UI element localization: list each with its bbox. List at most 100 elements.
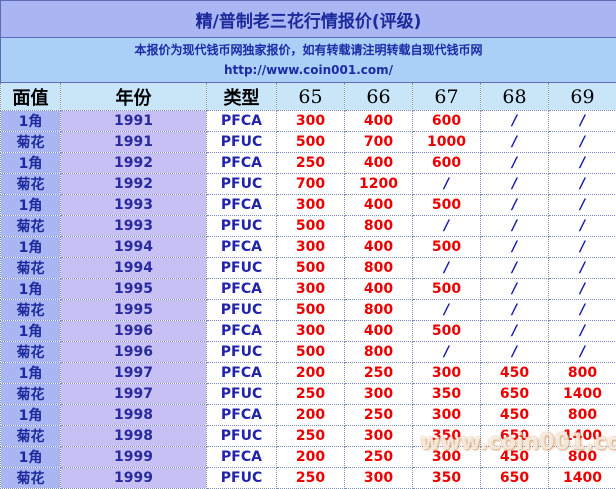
price-cell: 1000 <box>413 132 481 153</box>
price-cell: 400 <box>345 321 413 342</box>
type-cell: PFCA <box>207 153 277 174</box>
price-cell: 800 <box>345 216 413 237</box>
header-grade-65: 65 <box>277 83 345 111</box>
price-cell: / <box>549 342 616 363</box>
price-cell: 700 <box>277 174 345 195</box>
denomination-cell: 1角 <box>1 111 61 132</box>
denomination-cell: 1角 <box>1 363 61 384</box>
type-cell: PFCA <box>207 447 277 468</box>
price-cell: 250 <box>277 468 345 489</box>
price-cell: 800 <box>549 405 616 426</box>
year-cell: 1993 <box>61 195 207 216</box>
denomination-cell: 菊花 <box>1 216 61 237</box>
type-cell: PFUC <box>207 342 277 363</box>
type-cell: PFUC <box>207 384 277 405</box>
price-cell: 300 <box>277 321 345 342</box>
price-cell: / <box>481 279 549 300</box>
price-cell: 800 <box>345 258 413 279</box>
type-cell: PFUC <box>207 300 277 321</box>
price-cell: 1400 <box>549 426 616 447</box>
price-cell: 650 <box>481 468 549 489</box>
year-cell: 1992 <box>61 153 207 174</box>
price-cell: 650 <box>481 384 549 405</box>
price-cell: 250 <box>277 384 345 405</box>
type-cell: PFCA <box>207 195 277 216</box>
year-cell: 1994 <box>61 237 207 258</box>
type-cell: PFUC <box>207 174 277 195</box>
price-cell: 800 <box>549 447 616 468</box>
price-cell: / <box>481 132 549 153</box>
type-cell: PFUC <box>207 132 277 153</box>
price-cell: / <box>549 279 616 300</box>
price-cell: 200 <box>277 405 345 426</box>
price-cell: 300 <box>345 426 413 447</box>
price-cell: / <box>549 111 616 132</box>
price-cell: 300 <box>345 468 413 489</box>
header-grade-68: 68 <box>481 83 549 111</box>
price-cell: 600 <box>413 111 481 132</box>
price-cell: / <box>413 258 481 279</box>
header-denomination: 面值 <box>1 83 61 111</box>
type-cell: PFCA <box>207 363 277 384</box>
denomination-cell: 菊花 <box>1 384 61 405</box>
denomination-cell: 菊花 <box>1 468 61 489</box>
type-cell: PFCA <box>207 321 277 342</box>
price-cell: / <box>549 174 616 195</box>
price-cell: 350 <box>413 468 481 489</box>
price-cell: 250 <box>345 405 413 426</box>
price-cell: / <box>481 195 549 216</box>
price-cell: 800 <box>549 363 616 384</box>
type-cell: PFCA <box>207 405 277 426</box>
type-cell: PFUC <box>207 468 277 489</box>
denomination-cell: 菊花 <box>1 300 61 321</box>
table-title: 精/普制老三花行情报价(评级) <box>1 1 616 38</box>
year-cell: 1993 <box>61 216 207 237</box>
type-cell: PFCA <box>207 111 277 132</box>
type-cell: PFCA <box>207 237 277 258</box>
price-cell: / <box>549 300 616 321</box>
year-cell: 1995 <box>61 279 207 300</box>
price-cell: 500 <box>413 321 481 342</box>
denomination-cell: 1角 <box>1 405 61 426</box>
site-url-link[interactable]: http://www.coin001.com/ <box>1 60 616 80</box>
price-cell: 200 <box>277 363 345 384</box>
price-cell: / <box>481 237 549 258</box>
year-cell: 1994 <box>61 258 207 279</box>
header-year: 年份 <box>61 83 207 111</box>
year-cell: 1991 <box>61 111 207 132</box>
price-cell: 400 <box>345 237 413 258</box>
price-cell: 300 <box>277 237 345 258</box>
price-cell: / <box>549 195 616 216</box>
price-cell: 300 <box>413 363 481 384</box>
denomination-cell: 1角 <box>1 279 61 300</box>
denomination-cell: 1角 <box>1 153 61 174</box>
price-cell: 500 <box>413 195 481 216</box>
price-cell: 200 <box>277 447 345 468</box>
price-cell: 400 <box>345 279 413 300</box>
denomination-cell: 菊花 <box>1 258 61 279</box>
price-cell: / <box>549 132 616 153</box>
price-cell: 450 <box>481 405 549 426</box>
price-cell: / <box>481 216 549 237</box>
price-cell: / <box>549 237 616 258</box>
denomination-cell: 菊花 <box>1 342 61 363</box>
price-cell: 500 <box>413 237 481 258</box>
year-cell: 1992 <box>61 174 207 195</box>
price-cell: 300 <box>277 279 345 300</box>
price-cell: 500 <box>277 300 345 321</box>
price-cell: / <box>549 153 616 174</box>
type-cell: PFUC <box>207 216 277 237</box>
denomination-cell: 菊花 <box>1 174 61 195</box>
year-cell: 1997 <box>61 384 207 405</box>
year-cell: 1998 <box>61 426 207 447</box>
price-cell: 1400 <box>549 468 616 489</box>
price-cell: 800 <box>345 342 413 363</box>
